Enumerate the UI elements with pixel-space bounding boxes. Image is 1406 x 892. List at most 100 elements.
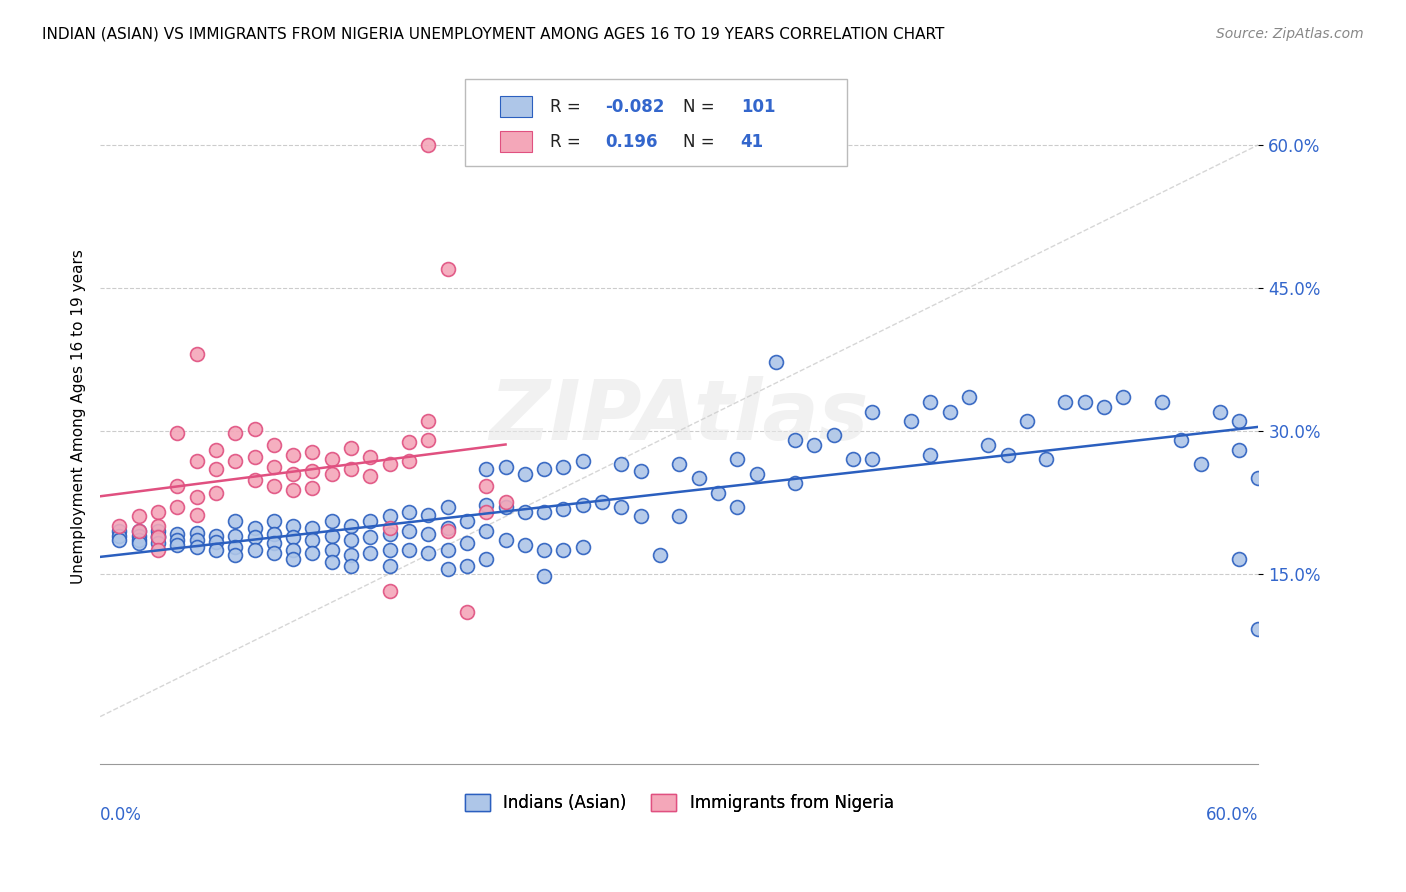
Point <box>321 452 343 467</box>
Point <box>823 428 845 442</box>
Point <box>785 476 807 491</box>
Point <box>263 526 285 541</box>
Point <box>688 471 710 485</box>
Point <box>957 390 980 404</box>
Point <box>495 495 517 509</box>
Point <box>224 548 246 562</box>
Point <box>263 438 285 452</box>
FancyBboxPatch shape <box>499 96 533 117</box>
Point <box>436 500 458 514</box>
Point <box>186 454 208 468</box>
Point <box>436 521 458 535</box>
Point <box>765 355 787 369</box>
Point <box>648 548 671 562</box>
Point <box>378 509 401 524</box>
Point <box>340 559 363 574</box>
Point <box>1112 390 1135 404</box>
Point <box>340 548 363 562</box>
Point <box>321 555 343 569</box>
Point <box>398 435 420 450</box>
Point <box>359 469 381 483</box>
Point <box>283 483 305 497</box>
Text: N =: N = <box>683 98 720 116</box>
Point <box>243 473 266 487</box>
Point <box>166 479 188 493</box>
Point <box>146 505 169 519</box>
Point <box>340 533 363 548</box>
Point <box>340 462 363 476</box>
Legend: Indians (Asian), Immigrants from Nigeria: Indians (Asian), Immigrants from Nigeria <box>458 787 900 819</box>
Point <box>571 540 593 554</box>
Point <box>475 462 498 476</box>
Point <box>321 528 343 542</box>
Point <box>398 505 420 519</box>
Point <box>166 500 188 514</box>
Point <box>224 528 246 542</box>
Point <box>128 528 150 542</box>
Point <box>997 448 1019 462</box>
Point <box>186 347 208 361</box>
Point <box>1189 457 1212 471</box>
Point <box>283 448 305 462</box>
Point <box>146 524 169 538</box>
Point <box>398 524 420 538</box>
Point <box>571 454 593 468</box>
Text: Source: ZipAtlas.com: Source: ZipAtlas.com <box>1216 27 1364 41</box>
Point <box>707 485 730 500</box>
Point <box>243 521 266 535</box>
Point <box>186 491 208 505</box>
Point <box>146 531 169 545</box>
Point <box>495 500 517 514</box>
Point <box>920 395 942 409</box>
Point <box>301 546 323 560</box>
Point <box>378 542 401 557</box>
Point <box>398 454 420 468</box>
Point <box>610 500 633 514</box>
Point <box>398 542 420 557</box>
Point <box>475 552 498 566</box>
Text: 41: 41 <box>741 133 763 151</box>
FancyBboxPatch shape <box>465 79 848 166</box>
Text: 0.0%: 0.0% <box>100 806 142 824</box>
FancyBboxPatch shape <box>499 131 533 152</box>
Point <box>668 509 690 524</box>
Point <box>378 526 401 541</box>
Point <box>436 562 458 576</box>
Point <box>340 519 363 533</box>
Point <box>513 467 536 481</box>
Point <box>224 540 246 554</box>
Point <box>224 425 246 440</box>
Point <box>378 583 401 598</box>
Point <box>146 542 169 557</box>
Point <box>533 568 555 582</box>
Point <box>591 495 613 509</box>
Point <box>475 479 498 493</box>
Point <box>418 508 440 522</box>
Point <box>436 542 458 557</box>
Point <box>475 498 498 512</box>
Point <box>456 559 478 574</box>
Point <box>418 526 440 541</box>
Point <box>725 452 748 467</box>
Point <box>630 464 652 478</box>
Point <box>1209 404 1232 418</box>
Point <box>495 533 517 548</box>
Point <box>668 457 690 471</box>
Point <box>146 531 169 545</box>
Point <box>224 514 246 528</box>
Point <box>166 533 188 548</box>
Point <box>418 546 440 560</box>
Point <box>205 542 228 557</box>
Point <box>1035 452 1057 467</box>
Point <box>418 434 440 448</box>
Point <box>186 533 208 548</box>
Point <box>920 448 942 462</box>
Point <box>1170 434 1192 448</box>
Point <box>456 514 478 528</box>
Point <box>745 467 768 481</box>
Point <box>436 524 458 538</box>
Point <box>785 434 807 448</box>
Point <box>418 414 440 428</box>
Point <box>1150 395 1173 409</box>
Point <box>263 459 285 474</box>
